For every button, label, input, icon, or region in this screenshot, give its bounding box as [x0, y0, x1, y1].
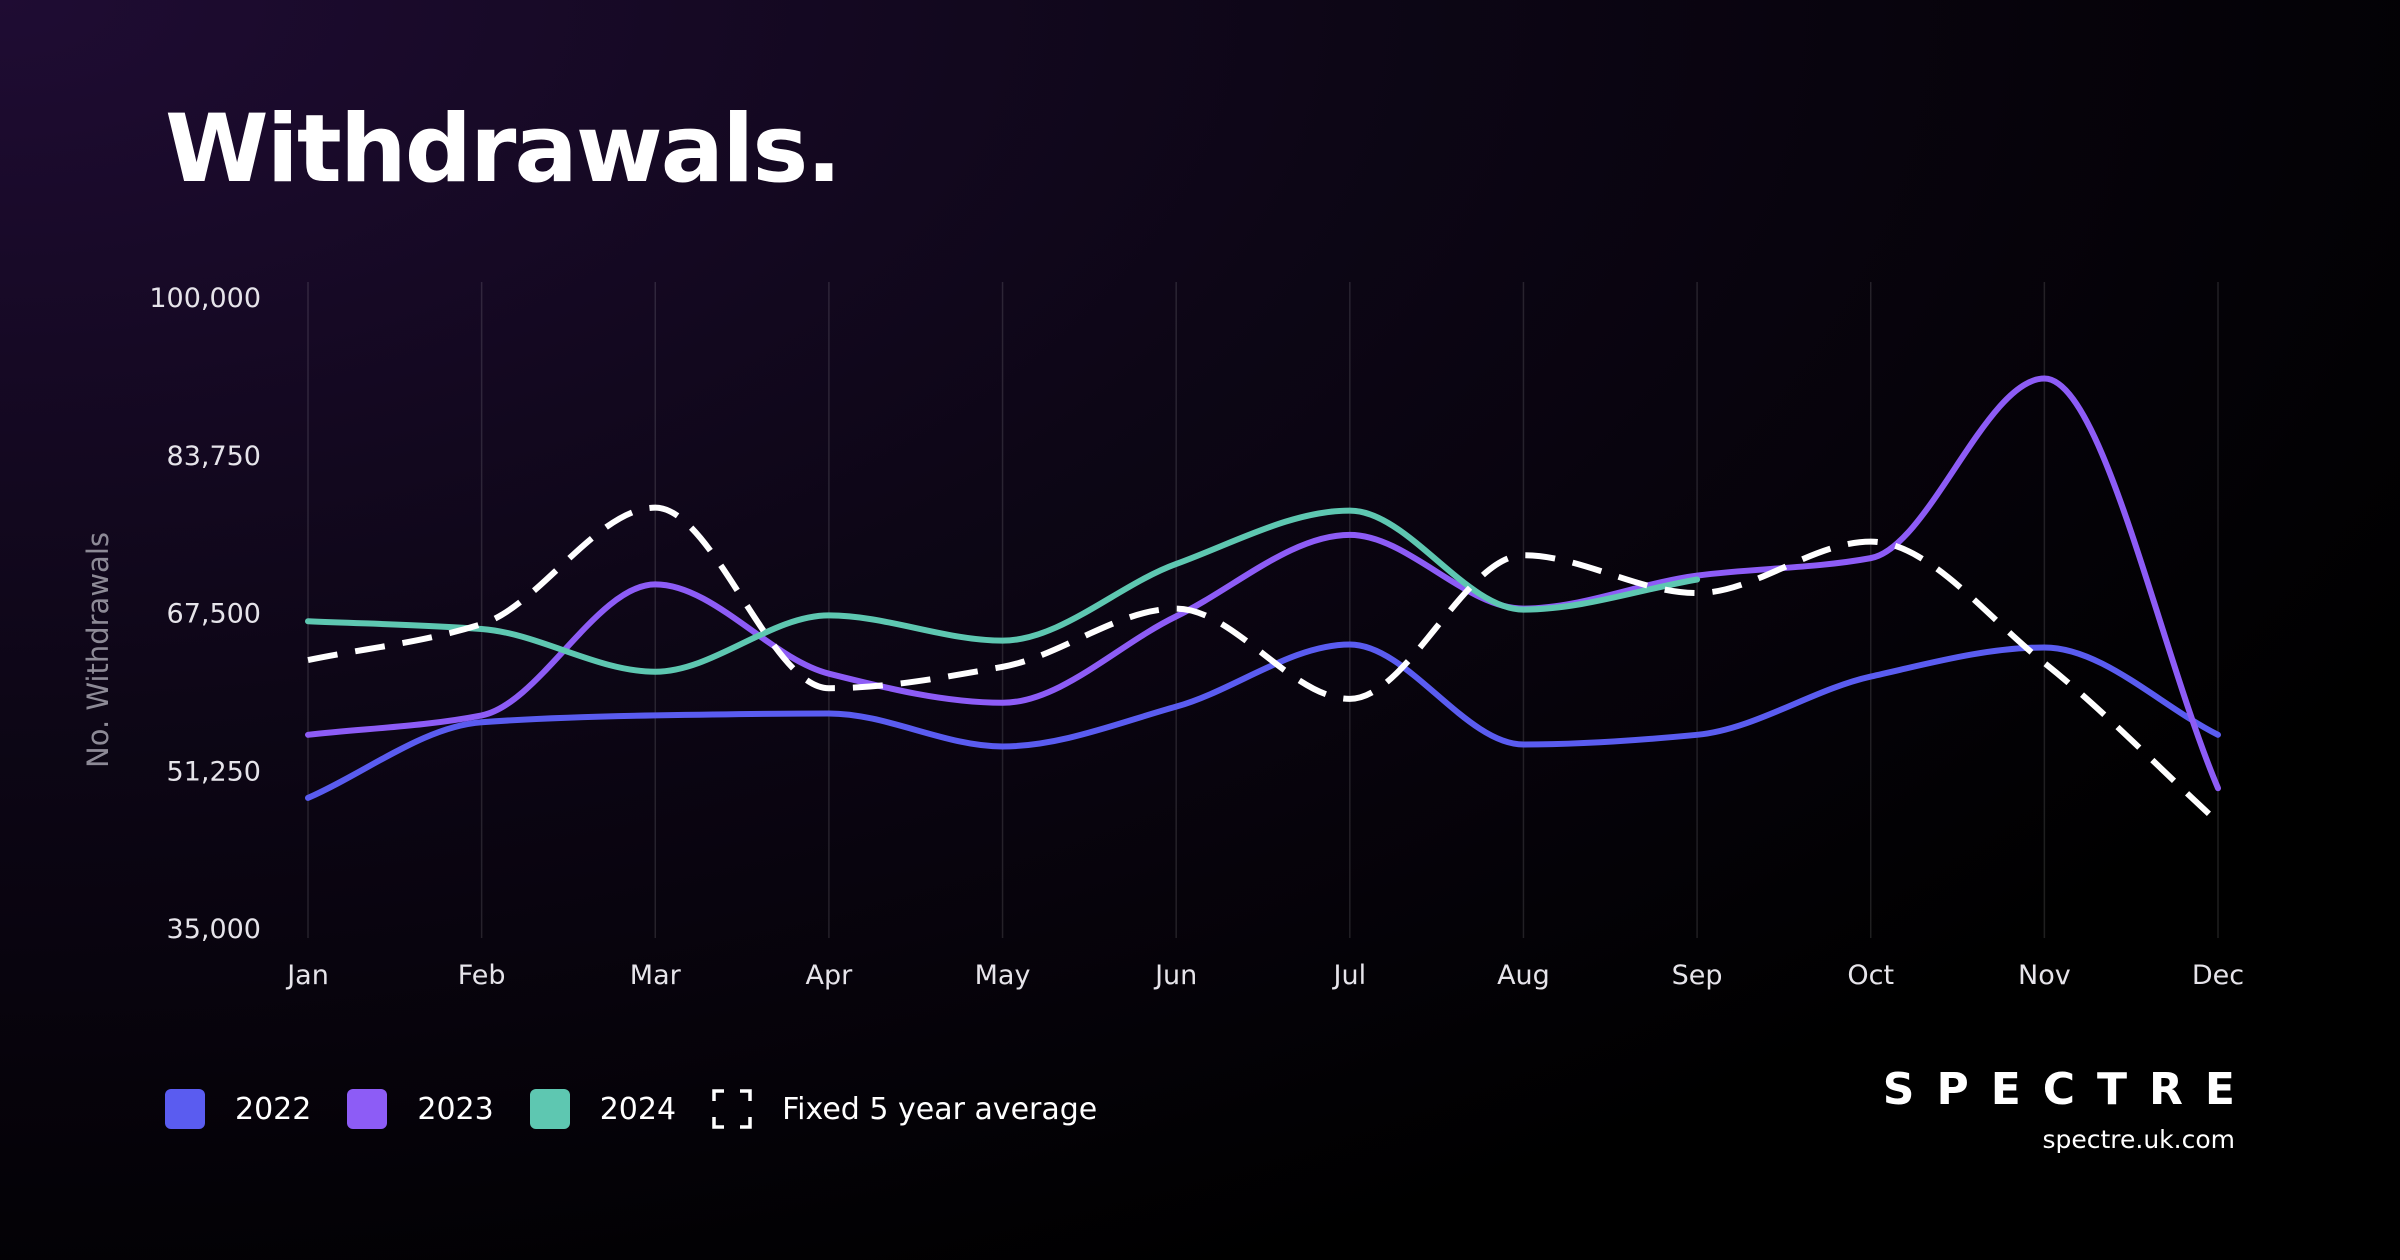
- legend-item-average: Fixed 5 year average: [712, 1089, 1097, 1129]
- y-tick-label: 83,750: [167, 441, 261, 472]
- legend-label-2022: 2022: [235, 1091, 312, 1127]
- x-tick-label: Feb: [458, 960, 506, 991]
- legend: 2022 2023 2024 Fixed 5 year average: [165, 1086, 1133, 1132]
- grid-lines: [307, 282, 2219, 938]
- x-tick-label: Mar: [630, 960, 682, 991]
- legend-item-2023: 2023: [347, 1089, 494, 1129]
- brand-url: spectre.uk.com: [2042, 1125, 2235, 1154]
- y-axis-label: No. Withdrawals: [81, 532, 115, 768]
- dashed-square-icon: [712, 1089, 752, 1129]
- page-title: Withdrawals.: [165, 95, 842, 204]
- y-tick-label: 100,000: [149, 283, 261, 314]
- y-tick-label: 35,000: [167, 914, 261, 945]
- legend-label-average: Fixed 5 year average: [782, 1091, 1098, 1127]
- series-lines: [305, 375, 2221, 825]
- x-tick-label: Nov: [2018, 960, 2071, 991]
- x-tick-label: Aug: [1497, 960, 1550, 991]
- brand-block: SPECTRE spectre.uk.com: [1883, 1064, 2235, 1154]
- y-tick-label: 67,500: [167, 599, 261, 630]
- x-tick-label: May: [975, 960, 1031, 991]
- x-tick-label: Oct: [1847, 960, 1894, 991]
- x-tick-label: Apr: [806, 960, 854, 991]
- y-axis-ticks: 35,000 51,250 67,500 83,750 100,000: [149, 283, 261, 945]
- series-line-2022: [305, 641, 2221, 801]
- legend-label-2023: 2023: [417, 1091, 494, 1127]
- x-tick-label: Jul: [1332, 960, 1367, 991]
- series-line-fixed-5-year-average: [307, 504, 2221, 825]
- x-tick-label: Jan: [285, 960, 329, 991]
- series-line-2023: [305, 375, 2221, 792]
- legend-swatch-2023: [347, 1089, 388, 1129]
- legend-swatch-2022: [165, 1089, 205, 1129]
- x-axis-ticks: Jan Feb Mar Apr May Jun Jul Aug Sep Oct Nov Dec: [285, 960, 2244, 991]
- brand-logo: SPECTRE: [1882, 1064, 2257, 1115]
- y-tick-label: 51,250: [167, 756, 261, 787]
- x-tick-label: Sep: [1672, 960, 1723, 991]
- legend-swatch-2024: [529, 1089, 570, 1129]
- x-tick-label: Dec: [2192, 960, 2244, 991]
- legend-item-2024: 2024: [529, 1089, 677, 1129]
- x-tick-label: Jun: [1153, 960, 1197, 991]
- legend-item-2022: 2022: [165, 1089, 311, 1129]
- legend-label-2024: 2024: [599, 1091, 677, 1127]
